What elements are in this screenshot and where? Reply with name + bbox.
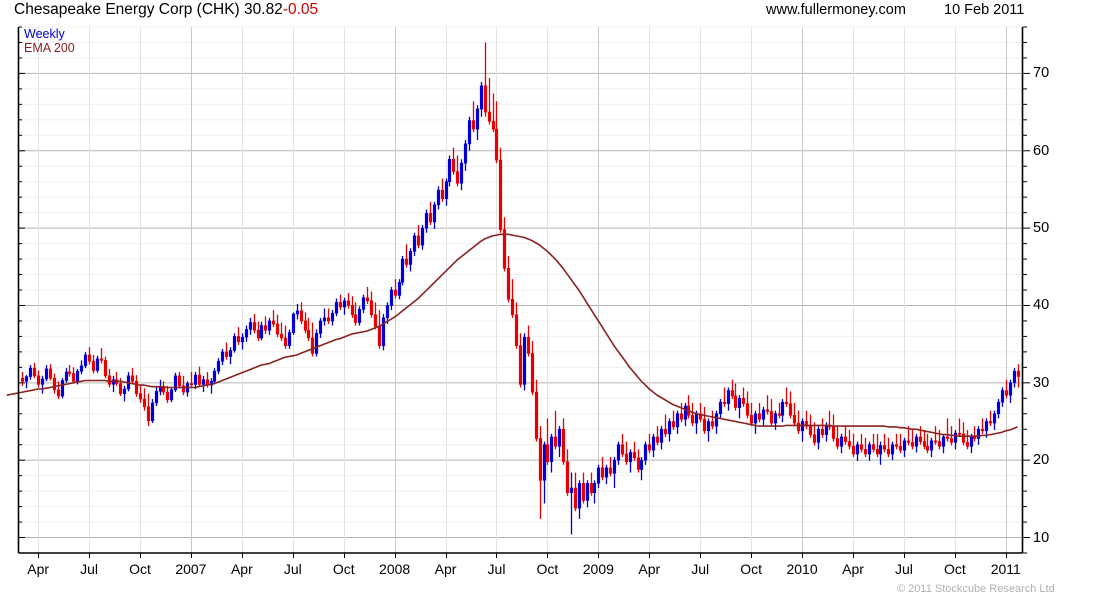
x-axis-tick-label: Oct <box>332 561 355 577</box>
x-axis-tick-label: Oct <box>129 561 151 577</box>
instrument-title: Chesapeake Energy Corp (CHK) 30.82 <box>14 1 283 18</box>
price-change: -0.05 <box>282 1 319 18</box>
x-axis-tick-label: 2009 <box>582 561 614 577</box>
x-axis-tick-label: Apr <box>434 561 457 577</box>
y-axis-tick-label: 70 <box>1033 65 1050 82</box>
y-axis-tick-label: 30 <box>1033 374 1050 391</box>
y-axis-tick-label: 50 <box>1033 220 1050 237</box>
legend-item-weekly: Weekly <box>24 27 65 41</box>
candlestick-chart <box>6 26 1030 558</box>
x-axis-tick-label: Jul <box>691 561 710 577</box>
x-axis-tick-label: Apr <box>842 561 864 577</box>
quote-date: 10 Feb 2011 <box>944 2 1025 18</box>
x-axis-tick-label: Jul <box>487 561 506 577</box>
gridlines-major <box>18 72 1022 539</box>
x-axis-tick-label: Oct <box>943 561 966 577</box>
x-axis-tick-label: 2011 <box>990 561 1021 577</box>
x-axis-tick-label: 2010 <box>786 561 818 577</box>
chart-plot-area <box>0 22 1100 562</box>
axis-ticks <box>19 26 1030 558</box>
x-axis-tick-label: Jul <box>80 561 98 577</box>
y-axis-tick-label: 20 <box>1033 452 1050 469</box>
gridlines-minor <box>18 26 1022 554</box>
x-axis-tick-label: Apr <box>27 561 50 577</box>
x-axis-tick-label: 2007 <box>175 561 207 577</box>
y-axis-tick-label: 10 <box>1033 529 1050 546</box>
x-axis-tick-label: Apr <box>230 561 253 577</box>
chart-header: Chesapeake Energy Corp (CHK) 30.82-0.05 … <box>0 0 1100 24</box>
x-axis-tick-label: Jul <box>894 561 913 577</box>
y-axis-tick-label: 40 <box>1033 297 1050 314</box>
x-axis-tick-label: Oct <box>536 561 559 577</box>
plot-frame <box>17 27 1024 554</box>
legend-item-ema200: EMA 200 <box>24 41 75 55</box>
y-axis-tick-label: 60 <box>1033 142 1050 159</box>
x-axis-tick-label: Jul <box>283 561 302 577</box>
copyright-notice: © 2011 Stockcube Research Ltd <box>897 583 1055 595</box>
x-axis-tick-label: 2008 <box>379 561 411 577</box>
chart-legend: Weekly EMA 200 <box>24 27 75 55</box>
ema-200-line <box>6 233 1018 437</box>
candle-series <box>20 42 1021 535</box>
page-title: Chesapeake Energy Corp (CHK) 30.82-0.05 <box>14 1 318 19</box>
x-axis-tick-label: Apr <box>638 561 661 577</box>
x-axis-tick-label: Oct <box>740 561 763 577</box>
site-url: www.fullermoney.com <box>766 2 906 18</box>
